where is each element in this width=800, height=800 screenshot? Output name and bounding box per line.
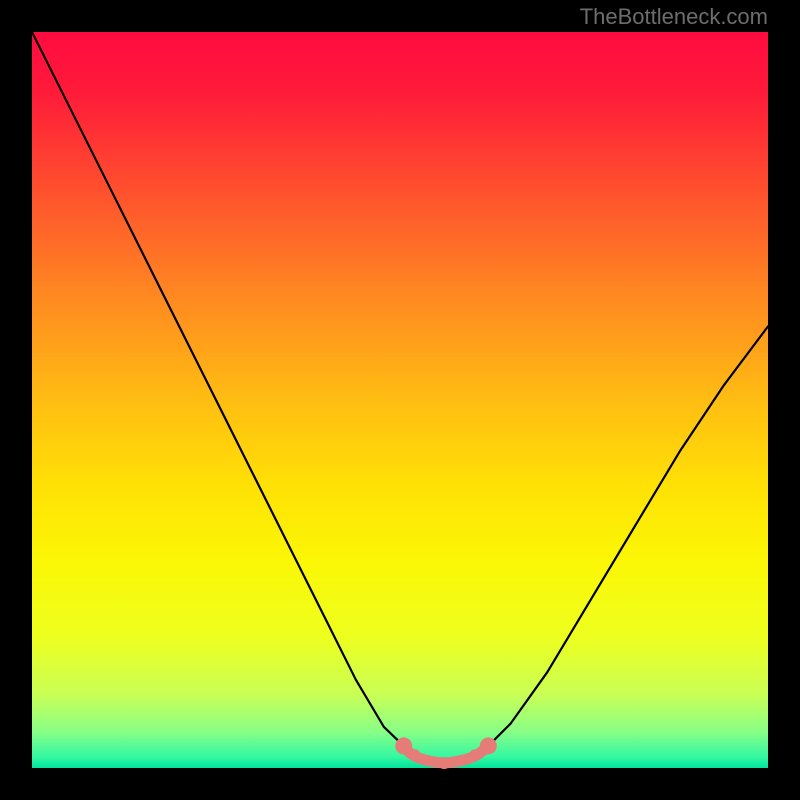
bottom-mid-dot-2 <box>439 758 450 769</box>
curve-overlay <box>0 0 800 800</box>
bottom-mid-dot-1 <box>422 755 433 766</box>
bottom-end-dot-1 <box>480 737 497 754</box>
watermark-text: TheBottleneck.com <box>580 4 768 30</box>
right-curve <box>488 326 768 746</box>
chart-frame: TheBottleneck.com <box>0 0 800 800</box>
bottom-end-dot-0 <box>395 737 412 754</box>
bottom-mid-dot-0 <box>409 749 420 760</box>
left-curve <box>32 32 404 746</box>
bottom-mid-dot-4 <box>470 749 481 760</box>
bottom-mid-dot-3 <box>455 755 466 766</box>
